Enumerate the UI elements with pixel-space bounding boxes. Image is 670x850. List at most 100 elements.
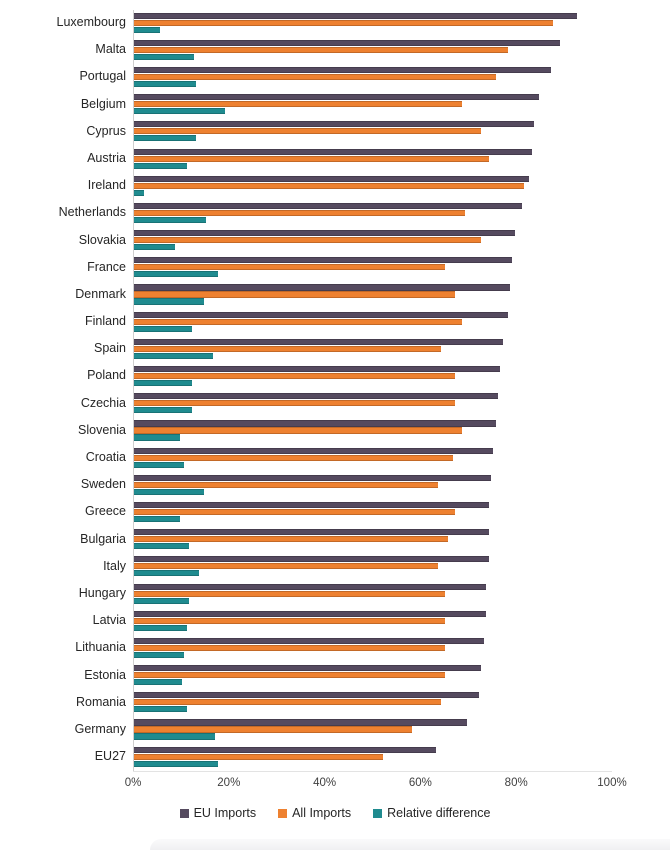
bar-all-imports [134, 373, 455, 380]
legend-swatch-icon [278, 808, 288, 818]
category-label: Slovenia [78, 422, 126, 437]
page-edge-decoration [150, 839, 670, 850]
bar-row: Slovenia [0, 418, 670, 445]
category-label: Spain [94, 341, 126, 356]
x-axis-line [133, 771, 612, 772]
bar-eu-imports [134, 94, 539, 101]
legend-label: EU Imports [193, 806, 257, 820]
bar-row: Denmark [0, 282, 670, 309]
bar-relative-difference [134, 271, 218, 278]
bar-eu-imports [134, 556, 489, 563]
bar-all-imports [134, 46, 508, 53]
legend-label: All Imports [292, 806, 352, 820]
x-tick-label: 80% [504, 777, 528, 789]
bar-eu-imports [134, 148, 532, 155]
bar-relative-difference [134, 325, 192, 332]
bar-relative-difference [134, 570, 199, 577]
bar-eu-imports [134, 665, 482, 672]
bar-all-imports [134, 19, 554, 26]
bar-all-imports [134, 672, 446, 679]
category-label: Czechia [80, 395, 126, 410]
bar-eu-imports [134, 257, 513, 264]
bar-all-imports [134, 264, 446, 271]
legend: EU Imports All Imports Relative difference [0, 806, 670, 820]
bar-all-imports [134, 101, 463, 108]
bar-relative-difference [134, 244, 175, 251]
bar-relative-difference [134, 461, 185, 468]
legend-swatch-icon [179, 808, 189, 818]
bar-relative-difference [134, 543, 190, 550]
legend-swatch-icon [373, 808, 383, 818]
bar-row: Ireland [0, 173, 670, 200]
bar-relative-difference [134, 108, 225, 115]
bar-all-imports [134, 699, 441, 706]
bar-row: Malta [0, 37, 670, 64]
legend-item-all-imports: All Imports [278, 806, 351, 820]
bar-row: Romania [0, 690, 670, 717]
category-label: Romania [75, 694, 126, 709]
bar-eu-imports [134, 583, 487, 590]
bar-rows: Luxembourg Malta Portugal Belgium Cyprus Aust… [0, 10, 670, 771]
category-label: Hungary [78, 585, 126, 600]
bar-relative-difference [134, 760, 218, 767]
bar-row: Greece [0, 499, 670, 526]
bar-relative-difference [134, 352, 213, 359]
category-label: Portugal [79, 69, 126, 84]
bar-all-imports [134, 73, 496, 81]
bar-relative-difference [134, 706, 187, 713]
bar-row: Belgium [0, 92, 670, 119]
bar-row: EU27 [0, 744, 670, 771]
bar-row: Czechia [0, 391, 670, 418]
bar-row: Latvia [0, 608, 670, 635]
bar-row: Lithuania [0, 635, 670, 662]
bar-relative-difference [134, 53, 194, 60]
bar-relative-difference [134, 624, 187, 631]
bar-eu-imports [134, 175, 530, 182]
bar-relative-difference [134, 162, 187, 169]
bar-eu-imports [134, 12, 578, 19]
bar-row: Poland [0, 363, 670, 390]
bar-row: Spain [0, 336, 670, 363]
bar-relative-difference [134, 26, 161, 33]
bar-all-imports [134, 454, 453, 461]
bar-relative-difference [134, 189, 144, 196]
bar-row: France [0, 255, 670, 282]
bar-relative-difference [134, 434, 180, 441]
bar-all-imports [134, 726, 412, 733]
bar-all-imports [134, 291, 455, 298]
bar-eu-imports [134, 474, 491, 481]
bar-row: Portugal [0, 64, 670, 91]
bar-row: Sweden [0, 472, 670, 499]
bar-row: Cyprus [0, 119, 670, 146]
bar-relative-difference [134, 216, 206, 223]
legend-label: Relative difference [387, 806, 491, 820]
bar-all-imports [134, 182, 525, 189]
bar-eu-imports [134, 393, 498, 400]
category-label: Ireland [87, 178, 126, 193]
bar-row: Bulgaria [0, 527, 670, 554]
bar-row: Germany [0, 717, 670, 744]
bar-all-imports [134, 753, 384, 760]
bar-eu-imports [134, 529, 489, 536]
x-tick-label: 100% [597, 777, 627, 789]
bar-row: Slovakia [0, 228, 670, 255]
category-label: Germany [74, 721, 126, 736]
bar-eu-imports [134, 121, 534, 128]
x-tick-label: 0% [124, 777, 142, 789]
bar-eu-imports [134, 610, 487, 617]
bar-relative-difference [134, 80, 197, 88]
bar-relative-difference [134, 515, 180, 523]
bar-all-imports [134, 481, 439, 488]
bar-eu-imports [134, 39, 561, 46]
legend-item-relative-difference: Relative difference [373, 806, 490, 820]
category-label: Finland [85, 314, 126, 329]
category-label: Malta [95, 42, 126, 57]
category-label: Belgium [80, 96, 126, 111]
bar-eu-imports [134, 66, 551, 74]
bar-row: Estonia [0, 663, 670, 690]
bar-relative-difference [134, 135, 197, 142]
bar-eu-imports [134, 501, 489, 509]
category-label: Italy [103, 558, 126, 573]
bar-eu-imports [134, 692, 479, 699]
category-label: EU27 [94, 749, 126, 764]
